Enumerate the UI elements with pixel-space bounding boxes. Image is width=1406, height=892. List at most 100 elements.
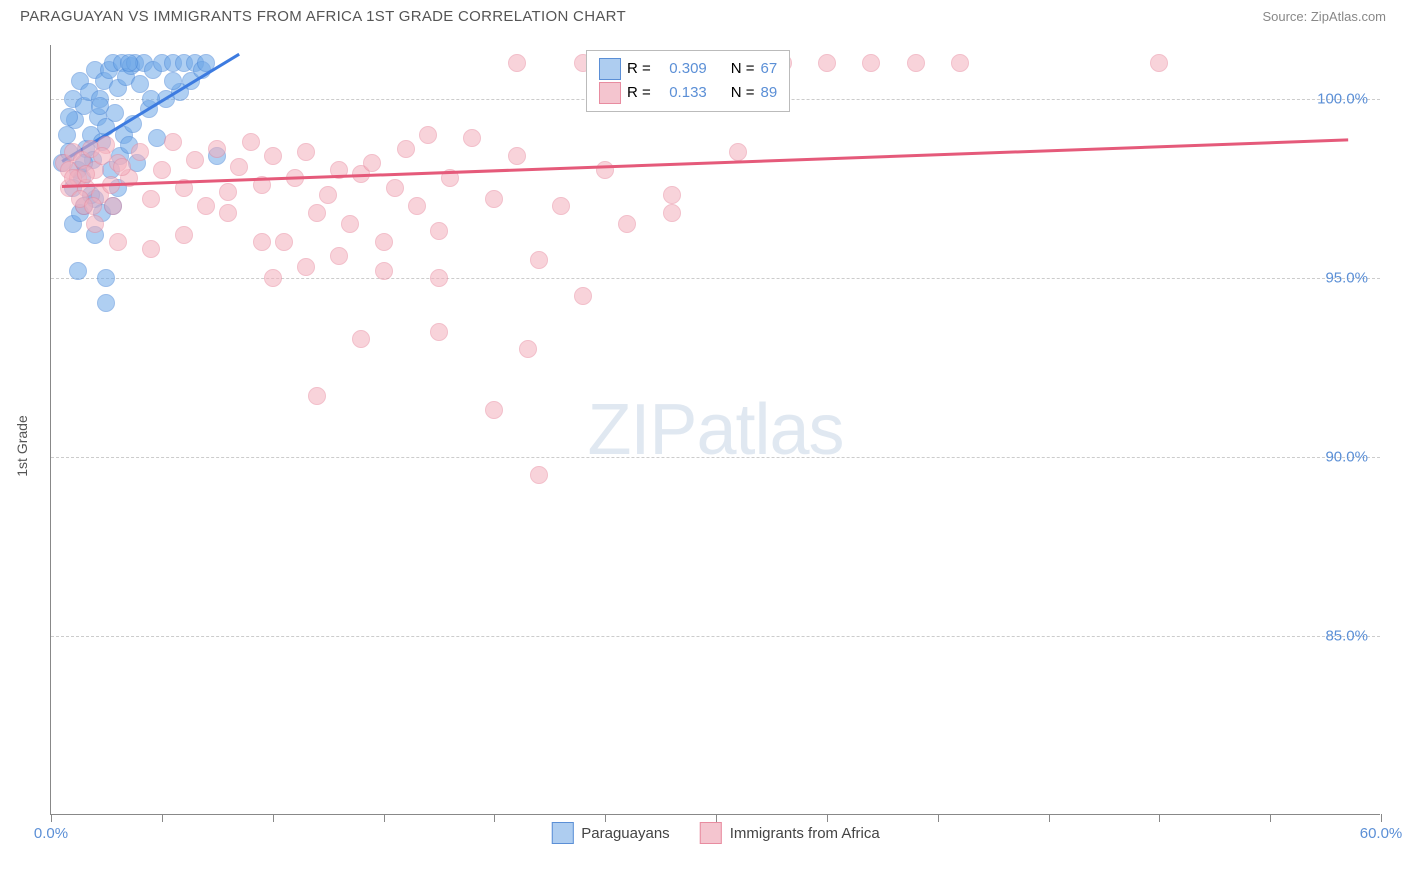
legend-swatch bbox=[599, 58, 621, 80]
legend-label: Immigrants from Africa bbox=[730, 825, 880, 842]
scatter-point bbox=[352, 330, 370, 348]
scatter-point bbox=[113, 158, 131, 176]
chart-title: PARAGUAYAN VS IMMIGRANTS FROM AFRICA 1ST… bbox=[20, 8, 626, 25]
scatter-point bbox=[430, 323, 448, 341]
x-tick bbox=[1381, 814, 1382, 822]
watermark: ZIPatlas bbox=[587, 389, 843, 471]
x-tick bbox=[827, 814, 828, 822]
scatter-point bbox=[84, 197, 102, 215]
y-axis-title: 1st Grade bbox=[14, 415, 30, 476]
scatter-point bbox=[663, 186, 681, 204]
x-tick bbox=[716, 814, 717, 822]
scatter-point bbox=[219, 204, 237, 222]
scatter-point bbox=[91, 97, 109, 115]
scatter-point bbox=[430, 269, 448, 287]
y-tick-label: 100.0% bbox=[1317, 90, 1368, 107]
scatter-point bbox=[330, 247, 348, 265]
r-value: 0.133 bbox=[657, 81, 707, 105]
scatter-point bbox=[862, 54, 880, 72]
x-tick bbox=[51, 814, 52, 822]
x-tick bbox=[494, 814, 495, 822]
legend-label: Paraguayans bbox=[581, 825, 669, 842]
scatter-point bbox=[69, 262, 87, 280]
scatter-point bbox=[485, 401, 503, 419]
scatter-point bbox=[430, 222, 448, 240]
scatter-point bbox=[106, 104, 124, 122]
scatter-point bbox=[596, 161, 614, 179]
legend-swatch bbox=[599, 82, 621, 104]
scatter-point bbox=[519, 340, 537, 358]
legend-swatch bbox=[551, 822, 573, 844]
scatter-point bbox=[175, 226, 193, 244]
scatter-point bbox=[530, 466, 548, 484]
gridline bbox=[51, 278, 1380, 279]
stats-legend: R =0.309 N =67R =0.133 N =89 bbox=[586, 50, 790, 112]
scatter-point bbox=[508, 147, 526, 165]
n-label: N = bbox=[731, 57, 755, 81]
scatter-point bbox=[253, 233, 271, 251]
scatter-point bbox=[275, 233, 293, 251]
scatter-point bbox=[264, 147, 282, 165]
scatter-point bbox=[164, 133, 182, 151]
scatter-point bbox=[363, 154, 381, 172]
scatter-point bbox=[397, 140, 415, 158]
scatter-point bbox=[907, 54, 925, 72]
x-tick bbox=[1270, 814, 1271, 822]
chart-source: Source: ZipAtlas.com bbox=[1262, 9, 1386, 24]
scatter-point bbox=[463, 129, 481, 147]
r-value: 0.309 bbox=[657, 57, 707, 81]
scatter-point bbox=[1150, 54, 1168, 72]
scatter-point bbox=[530, 251, 548, 269]
scatter-point bbox=[341, 215, 359, 233]
x-tick-label: 60.0% bbox=[1360, 825, 1403, 842]
scatter-point bbox=[142, 190, 160, 208]
scatter-point bbox=[375, 233, 393, 251]
scatter-point bbox=[131, 143, 149, 161]
scatter-point bbox=[375, 262, 393, 280]
x-tick bbox=[1049, 814, 1050, 822]
scatter-point bbox=[230, 158, 248, 176]
scatter-point bbox=[574, 287, 592, 305]
scatter-point bbox=[508, 54, 526, 72]
scatter-point bbox=[386, 179, 404, 197]
scatter-point bbox=[86, 215, 104, 233]
scatter-point bbox=[818, 54, 836, 72]
x-tick bbox=[605, 814, 606, 822]
scatter-point bbox=[408, 197, 426, 215]
scatter-point bbox=[93, 147, 111, 165]
scatter-point bbox=[109, 233, 127, 251]
scatter-chart: ZIPatlas 85.0%90.0%95.0%100.0%0.0%60.0%R… bbox=[50, 45, 1380, 815]
scatter-point bbox=[663, 204, 681, 222]
bottom-legend: Paraguayans Immigrants from Africa bbox=[551, 822, 879, 844]
scatter-point bbox=[197, 197, 215, 215]
n-value: 67 bbox=[761, 57, 778, 81]
x-tick bbox=[273, 814, 274, 822]
scatter-point bbox=[419, 126, 437, 144]
stats-row: R =0.133 N =89 bbox=[599, 81, 777, 105]
scatter-point bbox=[297, 258, 315, 276]
n-value: 89 bbox=[761, 81, 778, 105]
n-label: N = bbox=[731, 81, 755, 105]
scatter-point bbox=[485, 190, 503, 208]
chart-header: PARAGUAYAN VS IMMIGRANTS FROM AFRICA 1ST… bbox=[0, 0, 1406, 29]
scatter-point bbox=[104, 197, 122, 215]
scatter-point bbox=[308, 387, 326, 405]
y-tick-label: 95.0% bbox=[1325, 269, 1368, 286]
legend-item: Paraguayans bbox=[551, 822, 669, 844]
x-tick bbox=[1159, 814, 1160, 822]
gridline bbox=[51, 457, 1380, 458]
r-label: R = bbox=[627, 81, 651, 105]
scatter-point bbox=[264, 269, 282, 287]
stats-row: R =0.309N =67 bbox=[599, 57, 777, 81]
x-tick bbox=[162, 814, 163, 822]
x-tick-label: 0.0% bbox=[34, 825, 68, 842]
scatter-point bbox=[142, 240, 160, 258]
scatter-point bbox=[186, 151, 204, 169]
x-tick bbox=[938, 814, 939, 822]
scatter-point bbox=[319, 186, 337, 204]
scatter-point bbox=[97, 269, 115, 287]
gridline bbox=[51, 636, 1380, 637]
scatter-point bbox=[208, 140, 226, 158]
legend-item: Immigrants from Africa bbox=[700, 822, 880, 844]
x-tick bbox=[384, 814, 385, 822]
